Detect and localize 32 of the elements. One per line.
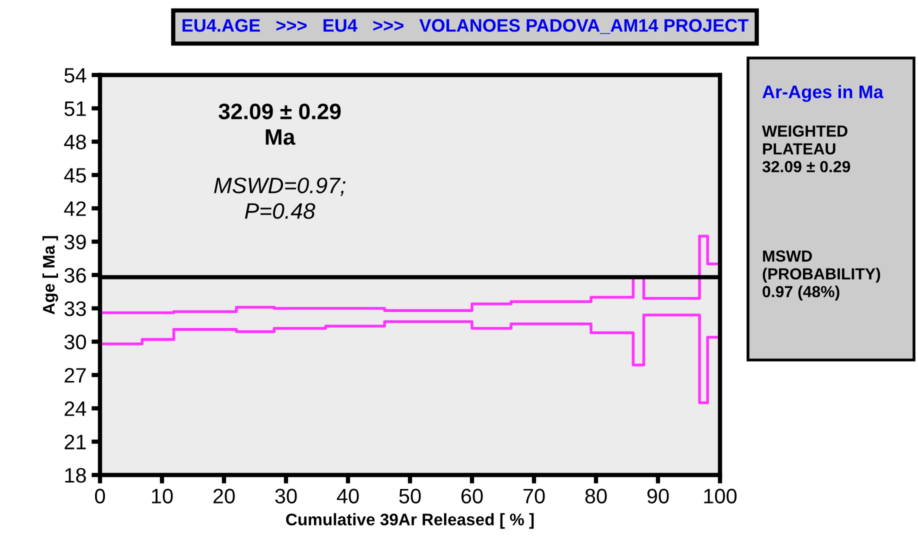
x-axis-title: Cumulative 39Ar Released [ % ] — [286, 513, 534, 529]
x-tick-label: 0 — [95, 488, 105, 504]
y-tick-label: 21 — [64, 434, 86, 450]
annotation: 32.09 ± 0.29 Ma — [218, 104, 341, 145]
y-tick-label: 45 — [64, 168, 86, 183]
y-tick-label: 39 — [64, 234, 86, 250]
x-tick-label: 80 — [585, 488, 607, 504]
y-tick-label: 33 — [64, 301, 86, 316]
x-tick-label: 30 — [275, 488, 297, 504]
y-tick-label: 27 — [64, 368, 86, 383]
y-tick-label: 18 — [65, 468, 86, 483]
y-tick-label: 30 — [64, 334, 86, 350]
y-tick-label: 24 — [64, 401, 86, 416]
x-tick-label: 20 — [213, 488, 235, 504]
y-tick-label: 51 — [64, 102, 86, 116]
x-tick-label: 10 — [152, 488, 173, 504]
text: MSWD (PROBABILITY) 0.97 (48%) — [762, 250, 880, 300]
y-tick-label: 54 — [64, 68, 86, 83]
text: WEIGHTED PLATEAU 32.09 ± 0.29 — [762, 125, 850, 172]
x-tick-label: 90 — [647, 488, 669, 504]
y-tick-label: 48 — [64, 134, 86, 150]
annotation: MSWD=0.97; P=0.48 — [214, 178, 346, 219]
x-tick-label: 60 — [461, 488, 483, 504]
x-tick-label: 40 — [336, 488, 359, 504]
y-tick-label: 42 — [64, 201, 86, 216]
x-tick-label: 70 — [523, 488, 545, 504]
x-tick-label: 100 — [704, 488, 737, 504]
y-axis-title: Age [ Ma ] — [42, 236, 58, 314]
chart-title: EU4.AGE >>> EU4 >>> VOLANOES PADOVA_AM14 PROJECT — [182, 19, 748, 34]
x-tick-label: 50 — [399, 488, 421, 504]
y-tick-label: 36 — [64, 268, 86, 283]
text: Ar-Ages in Ma — [762, 85, 884, 102]
